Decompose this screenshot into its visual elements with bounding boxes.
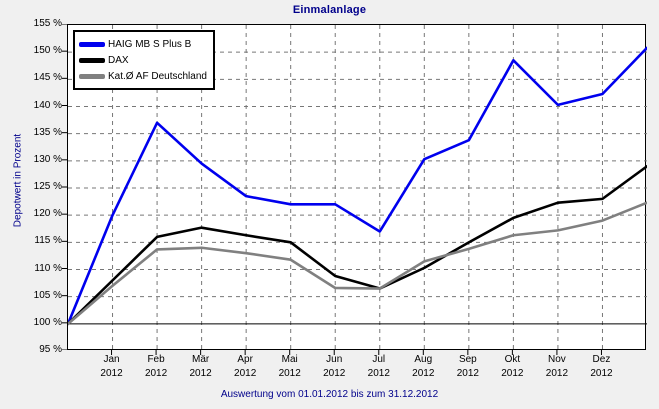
x-tick-year: 2012 bbox=[501, 368, 524, 379]
y-tick-label: 105 % bbox=[33, 289, 62, 301]
x-tick-year: 2012 bbox=[367, 368, 390, 379]
y-axis-ticks bbox=[62, 24, 67, 350]
y-tick-label: 115 % bbox=[34, 235, 62, 247]
x-tick-label: Dez 2012 bbox=[571, 353, 631, 381]
legend-swatch-icon bbox=[79, 57, 105, 63]
y-tick-label: 135 % bbox=[33, 126, 62, 138]
x-tick-year: 2012 bbox=[412, 368, 435, 379]
x-tick-year: 2012 bbox=[456, 368, 479, 379]
x-tick-month: Feb bbox=[147, 354, 165, 365]
series-line-0 bbox=[68, 46, 647, 326]
legend-item[interactable]: Kat.Ø AF Deutschland bbox=[79, 68, 207, 84]
footer-note: Auswertung vom 01.01.2012 bis zum 31.12.… bbox=[220, 389, 439, 400]
x-tick-year: 2012 bbox=[590, 368, 613, 379]
x-axis-ticks bbox=[111, 350, 602, 355]
y-tick-label: 130 % bbox=[33, 153, 62, 165]
x-tick-month: Mai bbox=[281, 354, 298, 365]
legend-swatch-icon bbox=[79, 41, 105, 47]
series-line-2 bbox=[68, 201, 647, 326]
x-tick-month: Mär bbox=[191, 354, 210, 365]
y-tick-label: 125 % bbox=[33, 181, 62, 192]
x-tick-month: Sep bbox=[458, 354, 477, 365]
x-tick-month: Okt bbox=[504, 354, 521, 365]
x-tick-label: Mai 2012 bbox=[260, 353, 320, 381]
series-line-1 bbox=[68, 164, 647, 326]
y-axis-tick-labels: 155 % 150 % 145 % 140 % 135 % 130 % 125 % 120 %… bbox=[0, 0, 62, 409]
y-tick-label: 110 % bbox=[34, 262, 62, 274]
legend-item-label: HAIG MB S Plus B bbox=[108, 38, 192, 50]
y-tick-label: 120 % bbox=[33, 208, 62, 220]
x-tick-year: 2012 bbox=[189, 368, 212, 379]
x-tick-label: Aug 2012 bbox=[393, 353, 453, 381]
x-tick-label: Jun 2012 bbox=[304, 353, 364, 381]
x-tick-month: Jun bbox=[326, 354, 343, 365]
x-tick-month: Apr bbox=[237, 354, 253, 365]
chart-legend: HAIG MB S Plus B DAX Kat.Ø AF Deutschland bbox=[73, 30, 215, 90]
legend-swatch-icon bbox=[79, 73, 105, 79]
legend-item[interactable]: HAIG MB S Plus B bbox=[79, 36, 207, 52]
x-tick-month: Jul bbox=[372, 354, 386, 365]
x-tick-year: 2012 bbox=[323, 368, 346, 379]
x-tick-label: Nov 2012 bbox=[527, 353, 587, 381]
legend-item-label: Kat.Ø AF Deutschland bbox=[108, 70, 207, 82]
x-tick-month: Nov bbox=[548, 354, 566, 365]
x-tick-year: 2012 bbox=[144, 368, 168, 379]
x-tick-month: Aug bbox=[414, 354, 433, 365]
y-tick-label: 95 % bbox=[39, 344, 62, 355]
legend-item-label: DAX bbox=[108, 54, 129, 66]
x-tick-label: Feb 2012 bbox=[126, 353, 186, 381]
x-tick-month: Jan bbox=[103, 354, 120, 365]
legend-item[interactable]: DAX bbox=[79, 52, 207, 68]
y-tick-label: 140 % bbox=[33, 99, 62, 111]
plot-svg bbox=[68, 25, 647, 351]
x-tick-year: 2012 bbox=[278, 368, 301, 379]
y-tick-label: 150 % bbox=[33, 45, 62, 57]
y-tick-label: 100 % bbox=[33, 316, 62, 328]
x-tick-year: 2012 bbox=[234, 368, 257, 379]
x-tick-label: Apr 2012 bbox=[215, 353, 275, 381]
x-tick-label: Jan 2012 bbox=[82, 353, 142, 381]
y-tick-label: 155 % bbox=[33, 18, 62, 29]
x-tick-label: Jul 2012 bbox=[349, 353, 409, 381]
x-tick-year: 2012 bbox=[545, 368, 569, 379]
x-axis-tick-labels: Jan 2012 Feb 2012 Mär 2012 Apr 2012 Mai 2012 Jun 20… bbox=[67, 353, 646, 387]
chart-title: Einmalanlage bbox=[292, 4, 367, 16]
x-tick-label: Okt 2012 bbox=[482, 353, 542, 381]
x-tick-label: Mär 2012 bbox=[171, 353, 231, 381]
x-tick-month: Dez bbox=[592, 354, 611, 365]
x-tick-label: Sep 2012 bbox=[438, 353, 498, 381]
y-tick-label: 145 % bbox=[33, 72, 62, 84]
x-tick-year: 2012 bbox=[100, 368, 123, 379]
